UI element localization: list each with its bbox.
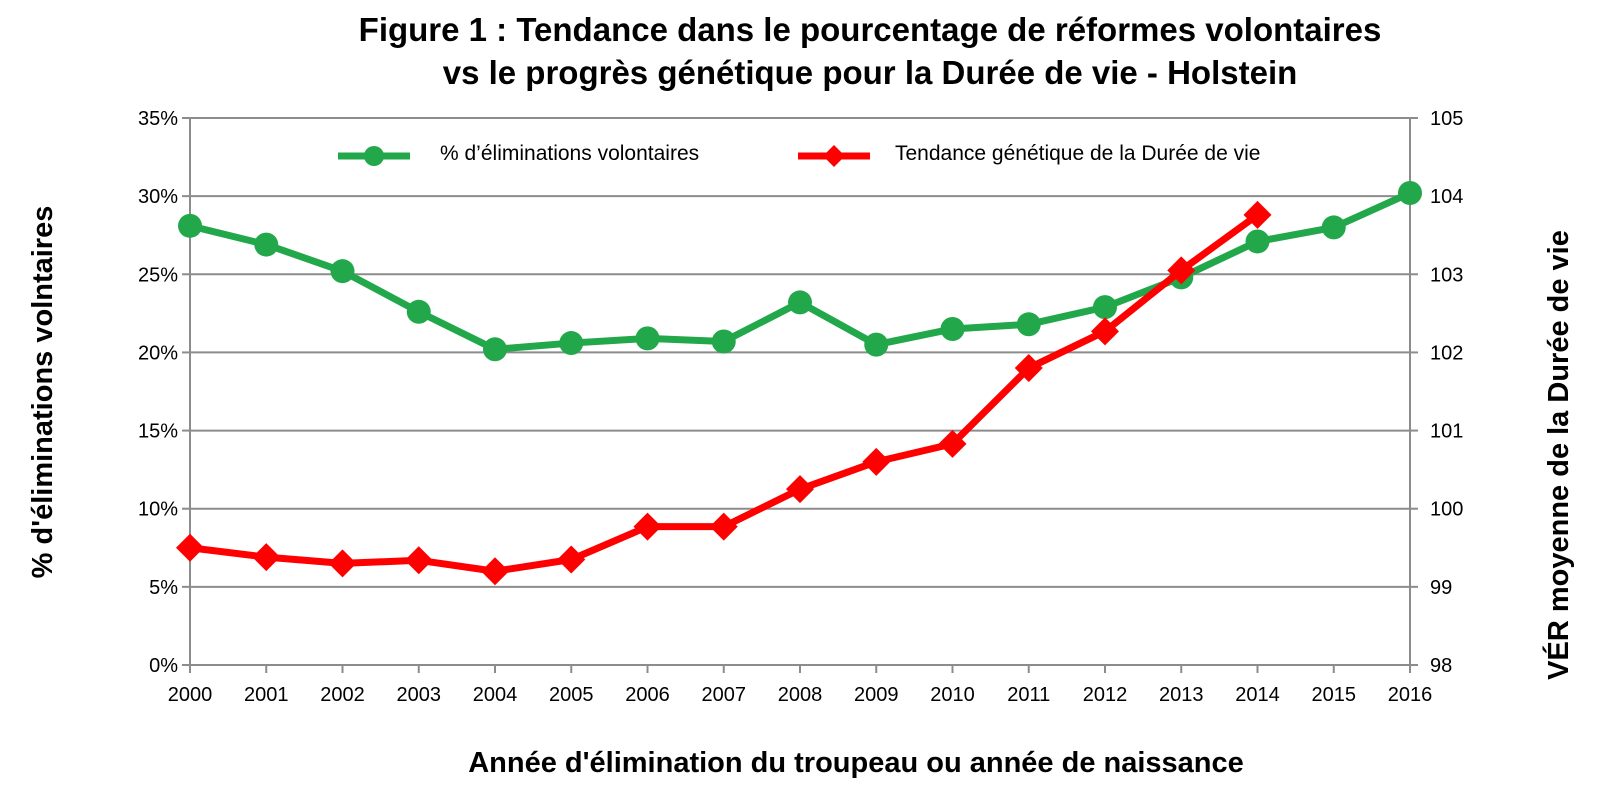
voluntary-culling-point xyxy=(1398,181,1422,206)
longevity-trend-point xyxy=(633,512,662,541)
x-tick-label: 2010 xyxy=(930,684,975,706)
longevity-trend-point xyxy=(786,475,814,504)
legend-marker-voluntary-culling xyxy=(364,146,384,166)
gridlines xyxy=(190,117,1410,588)
voluntary-culling-point xyxy=(559,331,584,356)
longevity-trend-point xyxy=(328,549,357,578)
x-axis-title: Année d'élimination du troupeau ou année… xyxy=(468,747,1244,779)
longevity-trend-point xyxy=(404,546,433,575)
y-right-tick-label: 105 xyxy=(1430,108,1463,130)
chart-title: Figure 1 : Tendance dans le pourcentage … xyxy=(190,8,1550,94)
voluntary-culling-point xyxy=(788,290,812,315)
voluntary-culling-point xyxy=(940,316,965,341)
longevity-trend-point xyxy=(1243,200,1272,229)
longevity-trend-point xyxy=(252,543,281,572)
voluntary-culling-point xyxy=(1321,215,1346,240)
y-axis-left-title: % d'éliminations volntaires xyxy=(27,206,59,579)
longevity-trend-point xyxy=(176,533,204,562)
series-group xyxy=(176,181,1422,586)
voluntary-culling-point xyxy=(1093,295,1117,320)
y-right-tick-label: 101 xyxy=(1430,421,1463,443)
voluntary-culling-point xyxy=(1016,312,1041,337)
voluntary-culling-point xyxy=(483,337,507,362)
y-left-tick-label: 25% xyxy=(138,264,178,286)
y-left-tick-label: 30% xyxy=(138,186,178,208)
axes xyxy=(182,117,1418,673)
voluntary-culling-point xyxy=(330,259,355,284)
x-tick-label: 2015 xyxy=(1312,684,1357,706)
x-tick-label: 2005 xyxy=(549,684,594,706)
y-axis-right-title: VÉR moyenne de la Durée de vie xyxy=(1541,230,1575,680)
x-tick-label: 2006 xyxy=(625,684,670,706)
longevity-trend-point xyxy=(1167,256,1196,285)
x-tick-label: 2016 xyxy=(1388,684,1433,706)
x-tick-label: 2002 xyxy=(320,684,365,706)
voluntary-culling-point xyxy=(1245,229,1270,254)
y-left-tick-label: 35% xyxy=(138,108,178,130)
x-tick-label: 2004 xyxy=(473,684,518,706)
y-left-tick-label: 20% xyxy=(138,342,178,364)
voluntary-culling-point xyxy=(406,299,431,324)
longevity-trend-point xyxy=(1014,354,1043,383)
x-tick-label: 2008 xyxy=(778,684,823,706)
chart-title-line-2: vs le progrès génétique pour la Durée de… xyxy=(442,54,1298,91)
tick-labels: 0% 98 5% 99 10% 100 15% 101 20% 102 25% 103 30% 104 35… xyxy=(138,108,1463,706)
longevity-trend-point xyxy=(481,557,509,586)
x-tick-label: 2009 xyxy=(854,684,899,706)
voluntary-culling-point xyxy=(635,326,660,351)
longevity-trend-point xyxy=(709,512,738,541)
y-right-tick-label: 103 xyxy=(1430,264,1463,286)
voluntary-culling-line xyxy=(189,189,1412,353)
x-tick-label: 2003 xyxy=(397,684,442,706)
x-tick-label: 2014 xyxy=(1235,684,1280,706)
longevity-trend-point xyxy=(1091,317,1119,346)
y-right-tick-label: 104 xyxy=(1430,186,1463,208)
voluntary-culling-point xyxy=(711,329,736,354)
y-right-tick-label: 102 xyxy=(1430,342,1463,364)
legend: % d’éliminations volontaires Tendance gén… xyxy=(338,142,1260,167)
x-tick-label: 2012 xyxy=(1083,684,1128,706)
y-right-tick-label: 98 xyxy=(1430,655,1452,677)
legend-marker-longevity-trend xyxy=(823,145,845,167)
legend-label-longevity-trend: Tendance génétique de la Durée de vie xyxy=(895,142,1260,165)
longevity-trend-point xyxy=(557,545,586,574)
x-tick-label: 2011 xyxy=(1007,684,1050,706)
y-left-tick-label: 0% xyxy=(149,655,178,677)
chart-title-line-1: Figure 1 : Tendance dans le pourcentage … xyxy=(358,11,1382,48)
y-left-tick-label: 5% xyxy=(149,577,178,599)
voluntary-culling-point xyxy=(178,213,202,238)
x-tick-label: 2013 xyxy=(1159,684,1204,706)
y-right-tick-label: 99 xyxy=(1430,577,1452,599)
y-left-tick-label: 10% xyxy=(138,499,178,521)
longevity-trend-point xyxy=(938,429,967,458)
y-left-tick-label: 15% xyxy=(138,421,178,443)
legend-label-voluntary-culling: % d’éliminations volontaires xyxy=(440,142,699,165)
x-tick-label: 2007 xyxy=(702,684,747,706)
x-tick-label: 2001 xyxy=(244,684,289,706)
voluntary-culling-point xyxy=(864,332,889,357)
voluntary-culling-point xyxy=(254,232,279,257)
x-tick-label: 2000 xyxy=(168,684,213,706)
y-right-tick-label: 100 xyxy=(1430,499,1463,521)
longevity-trend-point xyxy=(862,447,891,476)
